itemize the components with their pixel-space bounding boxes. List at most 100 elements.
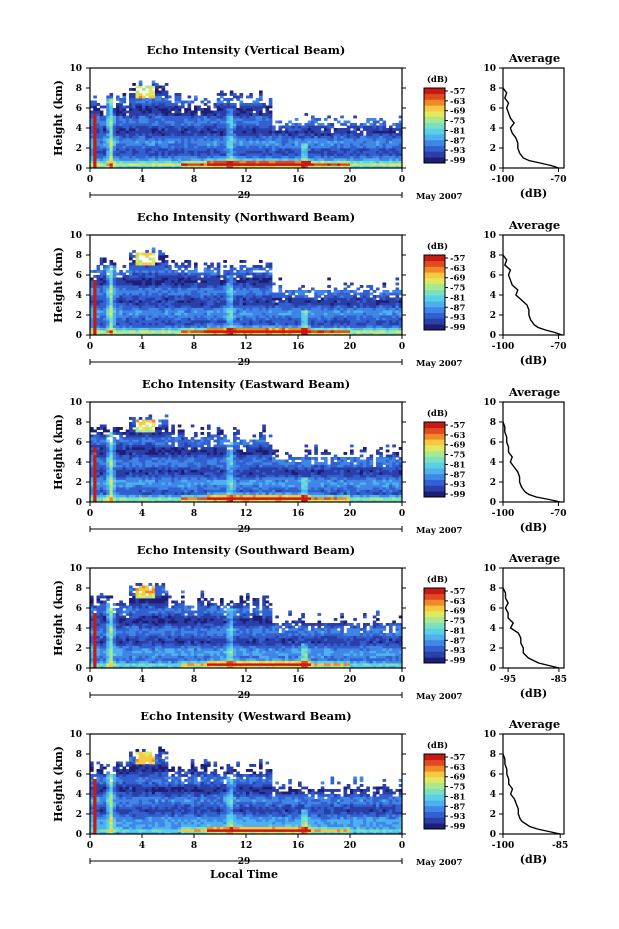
- heatmap-cell: [109, 317, 114, 321]
- heatmap-cell: [304, 310, 309, 313]
- heatmap-cell: [291, 148, 296, 151]
- heatmap-cell: [262, 105, 266, 109]
- heatmap-cell: [376, 287, 380, 291]
- heatmap-cell: [135, 310, 140, 313]
- profile-y-label: 8: [490, 251, 496, 261]
- heatmap-cell: [203, 310, 208, 313]
- heatmap-cell: [96, 444, 101, 448]
- heatmap-cell: [392, 330, 396, 333]
- heatmap-cell: [265, 130, 270, 134]
- heatmap-cell: [294, 312, 299, 316]
- heatmap-cell: [132, 315, 136, 318]
- heatmap-cell: [265, 317, 270, 321]
- heatmap-cell: [239, 128, 244, 131]
- heatmap-cell: [255, 315, 260, 318]
- heatmap-cell: [177, 125, 182, 129]
- heatmap-cell: [109, 105, 114, 109]
- heatmap-cell: [379, 330, 383, 333]
- heatmap-cell: [252, 108, 257, 111]
- heatmap-cell: [155, 120, 159, 124]
- heatmap-cell: [275, 295, 279, 298]
- heatmap-cell: [226, 332, 231, 336]
- heatmap-cell: [151, 315, 156, 318]
- heatmap-cell: [171, 165, 175, 169]
- heatmap-cell: [252, 130, 257, 134]
- heatmap-cell: [311, 163, 315, 166]
- heatmap-cell: [220, 163, 224, 166]
- heatmap-cell: [320, 130, 325, 134]
- heatmap-cell: [298, 322, 302, 326]
- heatmap-cell: [119, 494, 123, 498]
- heatmap-cell: [132, 100, 136, 104]
- heatmap-cell: [203, 148, 208, 151]
- heatmap-cell: [268, 265, 273, 268]
- heatmap-cell: [142, 123, 146, 126]
- heatmap-cell: [129, 135, 133, 139]
- heatmap-cell: [158, 135, 162, 139]
- heatmap-cell: [252, 272, 257, 276]
- heatmap-cell: [132, 103, 136, 106]
- heatmap-cell: [213, 165, 218, 169]
- heatmap-cell: [233, 267, 237, 271]
- heatmap-cell: [122, 277, 127, 281]
- heatmap-cell: [99, 165, 104, 169]
- heatmap-cell: [359, 292, 364, 296]
- heatmap-cell: [116, 128, 120, 131]
- heatmap-cell: [363, 125, 367, 129]
- heatmap-cell: [171, 138, 175, 141]
- heatmap-cell: [203, 330, 208, 333]
- heatmap-cell: [112, 297, 117, 301]
- heatmap-cell: [161, 108, 166, 111]
- heatmap-cell: [109, 113, 114, 116]
- heatmap-cell: [171, 150, 175, 154]
- heatmap-cell: [177, 302, 182, 306]
- heatmap-cell: [116, 499, 120, 503]
- heatmap-cell: [291, 158, 296, 161]
- heatmap-cell: [96, 312, 101, 316]
- heatmap-cell: [366, 290, 370, 293]
- heatmap-cell: [125, 317, 130, 321]
- heatmap-cell: [207, 125, 211, 129]
- heatmap-cell: [363, 150, 367, 154]
- heatmap-cell: [125, 297, 130, 301]
- heatmap-cell: [226, 103, 231, 106]
- heatmap-cell: [333, 287, 338, 291]
- heatmap-cell: [382, 150, 387, 154]
- heatmap-cell: [376, 128, 380, 131]
- heatmap-cell: [148, 105, 153, 109]
- heatmap-cell: [346, 285, 351, 288]
- heatmap-cell: [109, 287, 114, 291]
- heatmap-cell: [356, 297, 361, 301]
- heatmap-cell: [90, 462, 94, 465]
- heatmap-cell: [161, 138, 166, 141]
- heatmap-cell: [90, 292, 94, 296]
- heatmap-cell: [359, 305, 364, 308]
- heatmap-cell: [207, 267, 211, 271]
- heatmap-cell: [96, 295, 101, 298]
- colorbar-segment: [424, 255, 445, 262]
- heatmap-cell: [382, 135, 387, 139]
- heatmap-cell: [138, 148, 143, 151]
- heatmap-cell: [200, 325, 205, 328]
- heatmap-cell: [90, 494, 94, 498]
- heatmap-cell: [275, 130, 279, 134]
- heatmap-cell: [103, 120, 107, 124]
- heatmap-cell: [229, 108, 234, 111]
- heatmap-cell: [395, 140, 400, 144]
- heatmap-cell: [200, 302, 205, 306]
- heatmap-cell: [138, 332, 143, 336]
- heatmap-cell: [145, 138, 149, 141]
- heatmap-cell: [106, 135, 110, 139]
- heatmap-cell: [275, 307, 279, 311]
- heatmap-cell: [122, 130, 127, 134]
- heatmap-cell: [194, 270, 198, 273]
- heatmap-cell: [294, 315, 299, 318]
- heatmap-cell: [291, 143, 296, 146]
- heatmap-cell: [372, 165, 377, 169]
- heatmap-cell: [268, 135, 273, 139]
- heatmap-cell: [291, 302, 296, 306]
- heatmap-cell: [96, 265, 101, 268]
- heatmap-cell: [324, 165, 328, 169]
- heatmap-cell: [382, 160, 387, 164]
- heatmap-cell: [242, 118, 247, 121]
